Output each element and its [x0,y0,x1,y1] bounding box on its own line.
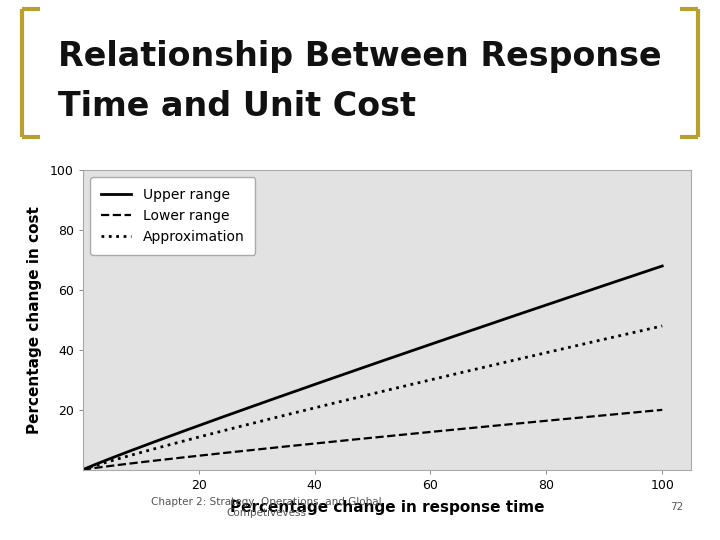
Line: Upper range: Upper range [83,266,662,470]
Upper range [78,467,87,473]
Approximation [658,323,667,329]
Lower range [554,416,562,423]
Upper range [392,353,400,359]
Line: Approximation: Approximation [83,326,662,470]
Lower range [357,436,366,442]
Y-axis label: Percentage change in cost: Percentage change in cost [27,206,42,434]
Lower range [423,429,432,435]
Approximation [78,467,87,473]
Lower range [392,432,400,438]
Upper range [658,263,667,269]
X-axis label: Percentage change in response time: Percentage change in response time [230,500,544,515]
Upper range [354,366,362,373]
Line: Lower range: Lower range [83,410,662,470]
Upper range [644,267,652,274]
Approximation [423,377,432,384]
Text: 72: 72 [670,502,683,512]
Approximation [354,394,362,401]
Text: Time and Unit Cost: Time and Unit Cost [58,90,415,124]
Text: Chapter 2: Strategy, Operations, and Global
Competivevess: Chapter 2: Strategy, Operations, and Glo… [151,497,382,518]
Lower range [354,436,362,442]
Lower range [658,407,667,413]
Approximation [357,393,366,400]
Legend: Upper range, Lower range, Approximation: Upper range, Lower range, Approximation [90,177,256,255]
Text: Relationship Between Response: Relationship Between Response [58,40,661,73]
Upper range [554,298,562,305]
Lower range [78,467,87,473]
Approximation [554,347,562,353]
Approximation [392,385,400,392]
Approximation [644,326,652,332]
Upper range [357,365,366,372]
Upper range [423,342,432,348]
Lower range [644,408,652,414]
